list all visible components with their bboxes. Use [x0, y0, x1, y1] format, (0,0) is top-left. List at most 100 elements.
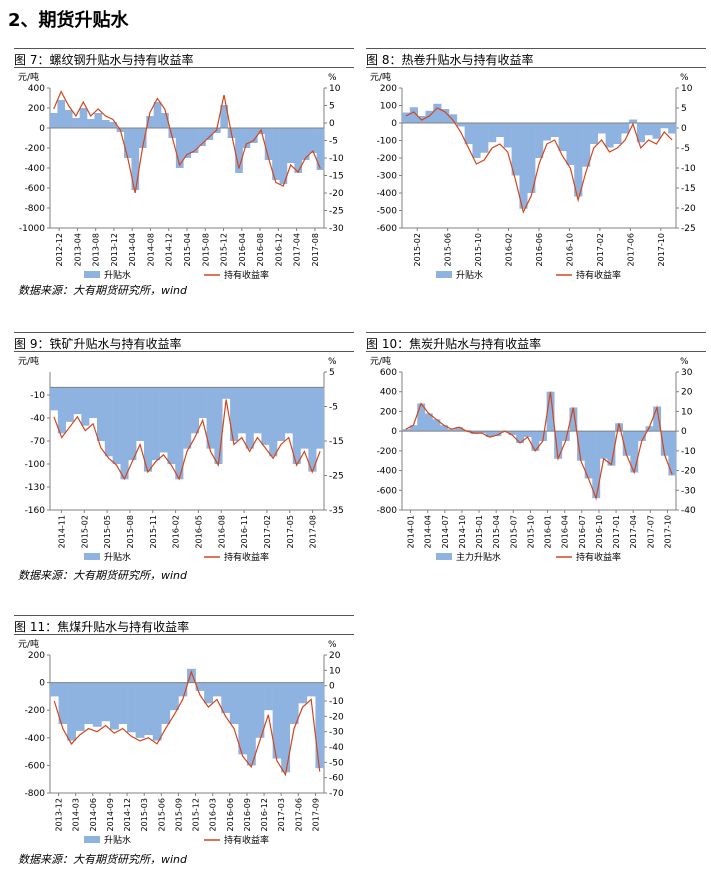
- x-tick-label: 2014-12: [123, 798, 132, 831]
- basis-bar: [660, 431, 669, 456]
- basis-bar: [621, 123, 630, 134]
- x-tick-label: 2017-04: [293, 233, 302, 266]
- basis-bar: [175, 128, 184, 168]
- basis-bar: [120, 387, 129, 480]
- basis-bar: [645, 426, 654, 432]
- left-tick-label: 200: [28, 104, 45, 114]
- section-title: 2、期货升贴水: [8, 10, 129, 31]
- x-tick-label: 2016-10: [565, 233, 574, 266]
- x-tick-label: 2014-08: [146, 233, 155, 266]
- basis-bar: [511, 123, 520, 176]
- right-tick-label: 5: [329, 102, 335, 112]
- basis-bar: [190, 128, 199, 153]
- basis-bar: [636, 123, 645, 143]
- x-tick-label: 2014-03: [72, 798, 81, 831]
- basis-bar: [582, 123, 591, 167]
- basis-bar: [289, 682, 299, 724]
- right-tick-label: 10: [329, 666, 341, 676]
- source-note: 数据来源：大有期货研究所，wind: [18, 284, 188, 297]
- right-tick-label: -30: [329, 728, 344, 738]
- right-tick-label: 5: [329, 368, 335, 378]
- x-tick-label: 2017-05: [286, 515, 295, 548]
- left-axis-unit: 元/吨: [370, 71, 391, 83]
- right-tick-label: -25: [681, 224, 696, 234]
- legend-line-label: 持有收益率: [576, 269, 621, 281]
- left-tick-label: -400: [25, 164, 46, 174]
- basis-bar: [516, 431, 525, 443]
- basis-bar: [644, 123, 653, 136]
- figure-top-rule: [366, 332, 706, 333]
- right-axis-unit: %: [328, 357, 337, 367]
- basis-bar: [531, 431, 540, 451]
- holding-return-line: [405, 391, 673, 501]
- chart-rebar: 元/吨 % 400 200 0 -200 -400 -600 -800 -1000 10 5 0 -5 -1…: [18, 71, 344, 281]
- figure-top-rule: [14, 332, 354, 333]
- right-tick-label: -5: [329, 137, 338, 147]
- basis-bar: [554, 431, 563, 459]
- figure-top-rule: [14, 48, 354, 49]
- basis-bar: [50, 682, 59, 697]
- x-tick-label: 2017-08: [309, 515, 318, 548]
- basis-bar: [519, 123, 528, 209]
- basis-bar: [198, 128, 206, 146]
- basis-bar: [187, 668, 196, 683]
- left-tick-label: 400: [380, 388, 397, 398]
- basis-bar: [488, 123, 497, 143]
- x-tick-label: 2016-12: [260, 798, 269, 831]
- right-tick-label: -70: [329, 789, 344, 799]
- right-tick-label: -50: [329, 758, 344, 768]
- basis-bar: [456, 123, 465, 127]
- x-tick-label: 2016-01: [544, 515, 553, 548]
- left-tick-label: -500: [377, 207, 398, 217]
- basis-bar: [298, 682, 308, 704]
- basis-bar: [308, 387, 317, 472]
- figure-coking-coal: 图 11：焦煤升贴水与持有收益率 元/吨% 200 0 -200 -400 -600 -80…: [14, 615, 354, 851]
- basis-bar: [315, 682, 325, 769]
- basis-bar: [183, 128, 192, 158]
- right-tick-label: 10: [681, 407, 693, 417]
- right-tick-label: -10: [329, 154, 344, 164]
- basis-bar: [561, 431, 570, 441]
- basis-bar: [183, 387, 192, 449]
- right-tick-label: -60: [329, 774, 344, 784]
- x-tick-label: 2016-09: [243, 798, 252, 831]
- x-tick-label: 2013-12: [110, 233, 119, 266]
- x-tick-label: 2016-04: [561, 515, 570, 548]
- x-tick-label: 2015-04: [492, 515, 501, 548]
- basis-bar: [230, 387, 239, 441]
- x-tick-label: 2016-05: [194, 515, 203, 548]
- basis-bar: [118, 682, 128, 724]
- basis-bar: [65, 387, 74, 422]
- x-tick-label: 2017-02: [596, 233, 605, 266]
- left-tick-label: -600: [25, 184, 46, 194]
- left-tick-label: -400: [377, 189, 398, 199]
- legend-line-label: 持有收益率: [224, 551, 269, 563]
- x-tick-label: 2015-01: [475, 515, 484, 548]
- figure-rebar: 图 7：螺纹钢升贴水与持有收益率 元/吨% 400 200 0 -200 -400 -600…: [14, 48, 354, 298]
- x-tick-label: 2017-07: [646, 515, 655, 548]
- basis-bar: [523, 431, 532, 438]
- basis-bar: [277, 387, 286, 441]
- basis-bar: [629, 119, 638, 123]
- basis-bar: [281, 682, 291, 773]
- x-tick-label: 2016-11: [240, 515, 249, 548]
- right-tick-label: -40: [329, 743, 344, 753]
- basis-bar: [615, 423, 624, 432]
- right-tick-label: -30: [681, 486, 696, 496]
- x-tick-label: 2014-01: [407, 515, 416, 548]
- basis-bar: [417, 403, 426, 432]
- left-tick-label: -200: [25, 144, 46, 154]
- x-tick-label: 2017-09: [311, 798, 320, 831]
- x-tick-label: 2017-10: [657, 233, 666, 266]
- basis-bar: [527, 123, 536, 193]
- basis-bar: [309, 128, 317, 153]
- basis-bar: [301, 128, 310, 160]
- basis-bar: [253, 387, 262, 434]
- x-tick-label: 2015-04: [183, 233, 192, 266]
- left-tick-label: -100: [377, 137, 398, 147]
- figure-title: 图 9：铁矿升贴水与持有收益率: [14, 337, 182, 351]
- basis-bar: [558, 123, 567, 151]
- basis-bar: [433, 103, 442, 123]
- basis-bar: [441, 109, 450, 123]
- x-tick-label: 2014-07: [441, 515, 450, 548]
